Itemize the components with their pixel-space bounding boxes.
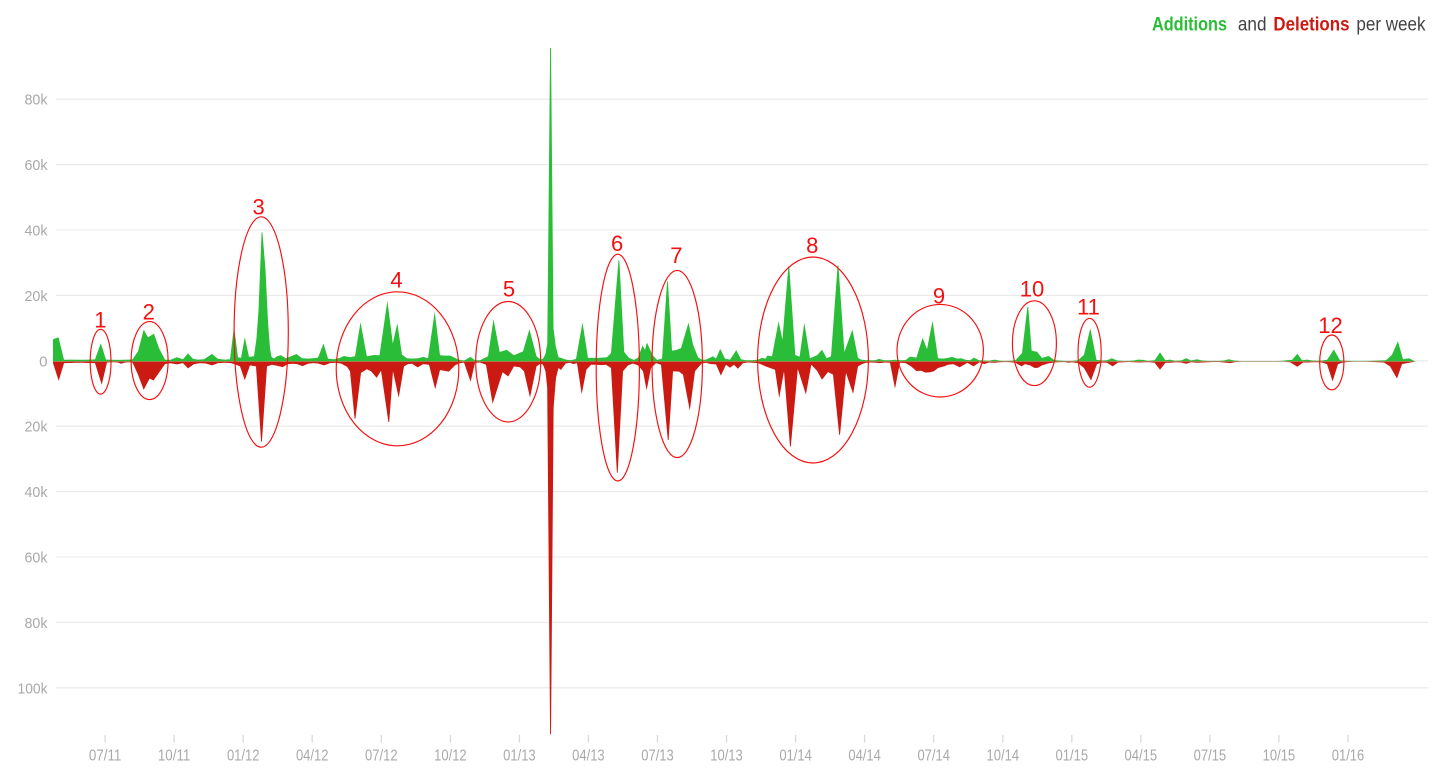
- svg-text:07/12: 07/12: [365, 748, 398, 765]
- svg-text:10/14: 10/14: [987, 748, 1020, 765]
- svg-text:40k: 40k: [25, 223, 48, 240]
- svg-text:Deletions: Deletions: [1273, 15, 1349, 36]
- svg-text:11: 11: [1077, 295, 1100, 320]
- svg-text:07/15: 07/15: [1194, 748, 1227, 765]
- svg-text:100k: 100k: [18, 680, 48, 697]
- svg-text:6: 6: [611, 231, 623, 256]
- svg-text:5: 5: [503, 277, 515, 302]
- svg-text:9: 9: [933, 284, 945, 309]
- svg-text:1: 1: [94, 308, 106, 333]
- svg-text:0: 0: [39, 353, 47, 370]
- svg-text:2: 2: [143, 300, 155, 325]
- svg-text:10/11: 10/11: [158, 748, 191, 765]
- svg-text:01/16: 01/16: [1332, 748, 1365, 765]
- svg-text:80k: 80k: [25, 92, 48, 109]
- svg-text:60k: 60k: [25, 157, 48, 174]
- svg-text:10/15: 10/15: [1263, 748, 1296, 765]
- svg-text:20k: 20k: [25, 288, 48, 305]
- svg-text:60k: 60k: [25, 550, 48, 567]
- svg-text:3: 3: [252, 195, 264, 220]
- svg-text:4: 4: [390, 268, 402, 293]
- svg-text:10/13: 10/13: [710, 748, 743, 765]
- svg-text:01/15: 01/15: [1056, 748, 1089, 765]
- svg-text:8: 8: [806, 233, 818, 258]
- svg-text:80k: 80k: [25, 615, 48, 632]
- svg-text:04/14: 04/14: [848, 748, 881, 765]
- svg-text:20k: 20k: [25, 419, 48, 436]
- svg-text:40k: 40k: [25, 484, 48, 501]
- svg-text:04/13: 04/13: [572, 748, 605, 765]
- svg-text:07/13: 07/13: [641, 748, 674, 765]
- svg-text:Additions: Additions: [1152, 15, 1227, 36]
- svg-text:07/11: 07/11: [89, 748, 122, 765]
- svg-text:04/12: 04/12: [296, 748, 329, 765]
- svg-text:07/14: 07/14: [917, 748, 950, 765]
- svg-text:01/14: 01/14: [779, 748, 812, 765]
- svg-text:01/13: 01/13: [503, 748, 536, 765]
- svg-text:01/12: 01/12: [227, 748, 260, 765]
- svg-text:10/12: 10/12: [434, 748, 467, 765]
- svg-text:12: 12: [1318, 313, 1342, 338]
- svg-text:7: 7: [670, 243, 682, 268]
- svg-text:per week: per week: [1356, 15, 1426, 36]
- svg-text:and: and: [1238, 15, 1267, 36]
- svg-text:10: 10: [1020, 277, 1044, 302]
- svg-text:04/15: 04/15: [1125, 748, 1158, 765]
